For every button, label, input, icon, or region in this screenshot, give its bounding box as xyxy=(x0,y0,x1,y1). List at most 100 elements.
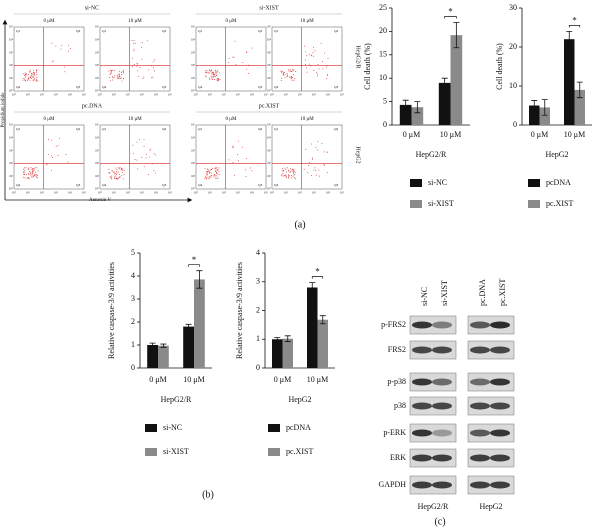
quadrant-label: Q1 xyxy=(102,29,107,33)
event-dot xyxy=(289,172,291,174)
event-dot xyxy=(24,172,26,174)
event-dot xyxy=(113,172,115,173)
event-dot xyxy=(33,77,35,79)
y-tick-label: 5 xyxy=(383,96,387,105)
event-dot xyxy=(281,174,283,176)
error-bar xyxy=(284,335,291,342)
event-dot xyxy=(31,169,33,171)
x-tick-label: 10 μM xyxy=(307,375,328,384)
event-dot xyxy=(216,74,218,76)
event-dot xyxy=(119,167,121,169)
panel-label: (b) xyxy=(202,489,214,500)
quadrant-label: Q3 xyxy=(76,183,81,187)
event-dot xyxy=(245,176,247,177)
plot-frame xyxy=(13,26,85,92)
event-dot xyxy=(284,72,285,73)
event-dot xyxy=(116,177,117,179)
x-tick-label: 10⁵ xyxy=(264,93,268,97)
event-dot xyxy=(134,42,136,44)
event-dot xyxy=(213,74,215,75)
event-dot xyxy=(32,176,34,178)
row-label: FRS2 xyxy=(388,345,406,354)
event-dot xyxy=(248,65,250,66)
y-tick-label: 10² xyxy=(95,161,99,165)
event-dot xyxy=(211,172,212,174)
event-dot xyxy=(246,158,248,159)
x-tick-label: 10⁵ xyxy=(82,191,86,195)
row-label: ERK xyxy=(390,453,406,462)
band xyxy=(470,378,490,386)
event-dot xyxy=(109,77,111,78)
event-dot xyxy=(308,53,310,55)
x-tick-label: 10⁰ xyxy=(98,191,103,195)
event-dot xyxy=(110,178,112,180)
event-dot xyxy=(215,172,217,174)
x-tick-label: 10³ xyxy=(236,191,240,195)
event-dot xyxy=(36,77,38,78)
event-dot xyxy=(26,73,27,75)
event-dot xyxy=(216,169,218,171)
lane-label: si-NC xyxy=(420,287,429,306)
event-dot xyxy=(28,167,29,169)
event-dot xyxy=(232,162,234,163)
event-dot xyxy=(210,76,212,78)
legend-label: pcDNA xyxy=(546,178,571,187)
dose-label: 0 μM xyxy=(226,19,237,24)
event-dot xyxy=(153,70,155,72)
event-dot xyxy=(316,71,318,73)
error-bar xyxy=(576,81,583,99)
event-dot xyxy=(119,176,120,178)
band xyxy=(432,402,452,410)
event-dot xyxy=(219,78,221,80)
event-dot xyxy=(214,174,215,176)
x-tick-label: 10³ xyxy=(312,93,316,97)
event-dot xyxy=(292,171,294,173)
quadrant-label: Q2 xyxy=(76,127,81,131)
event-dot xyxy=(288,170,290,172)
event-dot xyxy=(121,172,123,173)
event-dot xyxy=(251,170,253,172)
event-dot xyxy=(37,174,38,176)
event-dot xyxy=(65,154,67,155)
event-dot xyxy=(282,73,284,75)
quadrant-label: Q2 xyxy=(334,29,339,33)
event-dot xyxy=(327,73,329,75)
event-dot xyxy=(305,64,306,65)
event-dot xyxy=(25,80,27,82)
event-dot xyxy=(311,157,313,159)
y-tick-label: 1 xyxy=(256,334,260,343)
dose-label: 0 μM xyxy=(226,117,237,122)
annotation: * xyxy=(192,255,197,265)
event-dot xyxy=(290,77,292,79)
y-tick-label: 10⁵ xyxy=(191,25,195,29)
event-dot xyxy=(55,45,57,47)
event-dot xyxy=(327,75,328,77)
event-dot xyxy=(204,167,206,169)
x-tick-label: 10 μM xyxy=(564,130,585,139)
error-bar xyxy=(453,22,460,49)
event-dot xyxy=(137,168,139,170)
event-dot xyxy=(209,71,211,73)
event-dot xyxy=(213,176,215,178)
event-dot xyxy=(207,172,209,174)
event-dot xyxy=(315,170,316,171)
y-axis-label: Propidium iodide xyxy=(1,92,6,128)
event-dot xyxy=(290,76,292,78)
band xyxy=(432,429,452,437)
event-dot xyxy=(139,138,141,140)
y-axis-label: Cell death (%) xyxy=(495,43,504,90)
event-dot xyxy=(115,172,117,174)
event-dot xyxy=(24,73,26,75)
x-tick-label: 10¹ xyxy=(284,191,288,195)
event-dot xyxy=(121,168,123,170)
event-dot xyxy=(52,60,54,62)
bar xyxy=(272,339,283,368)
event-dot xyxy=(121,74,122,75)
event-dot xyxy=(146,40,148,42)
y-axis-label: Relative caspase-3/9 activities xyxy=(235,262,244,359)
event-dot xyxy=(218,174,220,175)
quadrant-label: Q4 xyxy=(274,183,279,187)
event-dot xyxy=(286,74,288,76)
event-dot xyxy=(232,145,234,147)
